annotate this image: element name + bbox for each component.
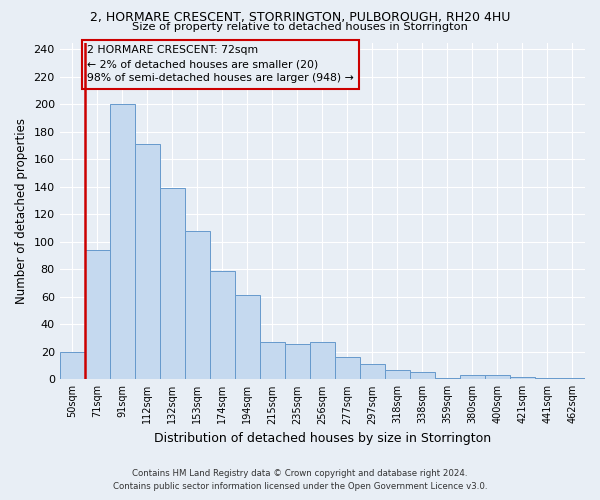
X-axis label: Distribution of detached houses by size in Storrington: Distribution of detached houses by size … [154,432,491,445]
Bar [385,370,410,380]
Bar [410,372,435,380]
Text: Contains HM Land Registry data © Crown copyright and database right 2024.
Contai: Contains HM Land Registry data © Crown c… [113,469,487,491]
Bar [535,378,560,380]
Bar [485,375,510,380]
Bar [85,250,110,380]
Bar [135,144,160,380]
Text: 2, HORMARE CRESCENT, STORRINGTON, PULBOROUGH, RH20 4HU: 2, HORMARE CRESCENT, STORRINGTON, PULBOR… [90,11,510,24]
Bar [210,270,235,380]
Bar [285,344,310,380]
Bar [160,188,185,380]
Bar [335,358,360,380]
Bar [510,376,535,380]
Bar [59,352,85,380]
Text: Size of property relative to detached houses in Storrington: Size of property relative to detached ho… [132,22,468,32]
Bar [110,104,135,380]
Bar [260,342,285,380]
Bar [435,378,460,380]
Y-axis label: Number of detached properties: Number of detached properties [15,118,28,304]
Text: 2 HORMARE CRESCENT: 72sqm
← 2% of detached houses are smaller (20)
98% of semi-d: 2 HORMARE CRESCENT: 72sqm ← 2% of detach… [87,45,354,83]
Bar [560,378,585,380]
Bar [235,296,260,380]
Bar [310,342,335,380]
Bar [460,375,485,380]
Bar [185,231,210,380]
Bar [360,364,385,380]
